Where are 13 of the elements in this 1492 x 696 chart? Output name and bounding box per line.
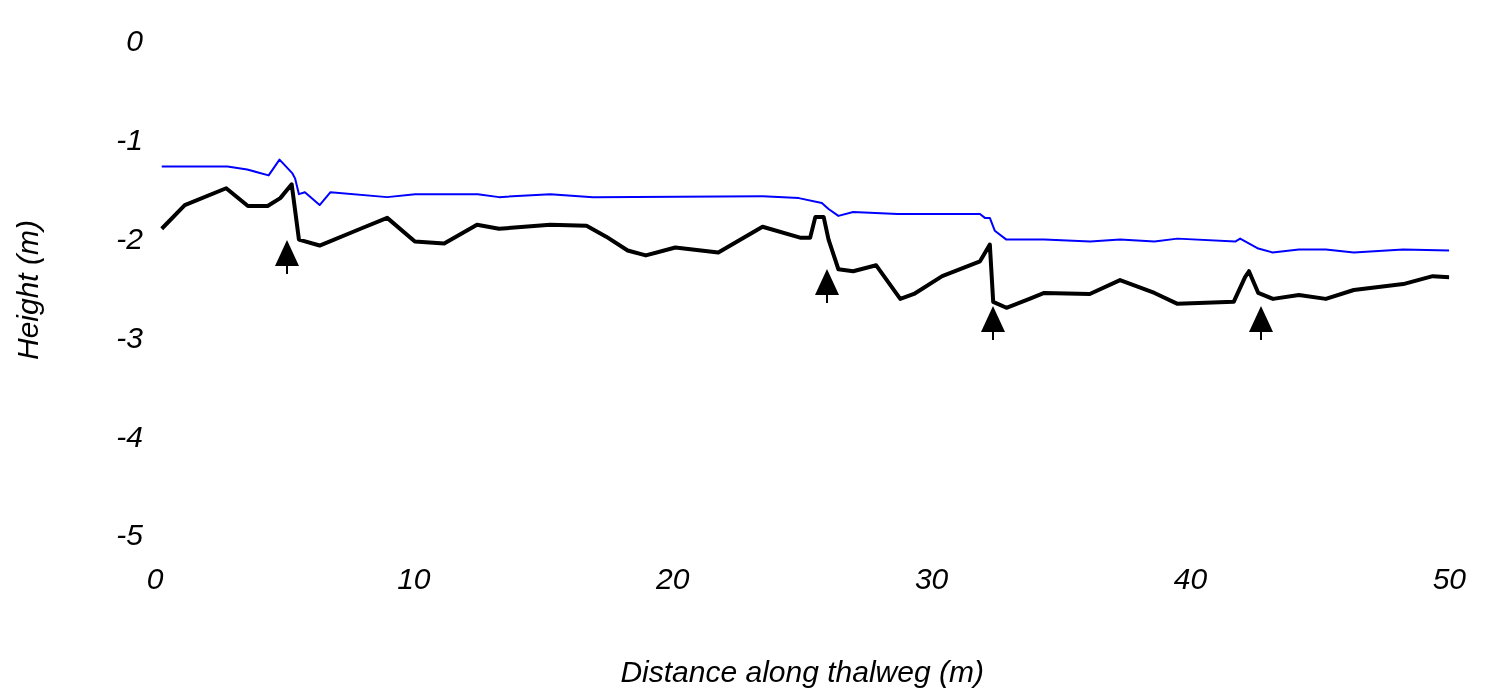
y-axis-title: Height (m) [11,219,45,361]
x-tick-label: 10 [397,562,431,596]
y-tick-label: -2 [116,221,144,255]
x-axis-title: Distance along thalweg (m) [620,655,984,689]
y-tick-label: -1 [116,123,143,157]
y-tick-label: -4 [116,419,143,453]
x-tick-label: 50 [1432,562,1467,596]
x-tick-label: 40 [1173,562,1208,596]
x-tick-label: 30 [914,562,949,596]
y-tick-label: -5 [116,518,144,552]
y-tick-label: 0 [126,24,144,58]
y-tick-label: -3 [116,320,144,354]
x-tick-label: 20 [655,562,690,596]
